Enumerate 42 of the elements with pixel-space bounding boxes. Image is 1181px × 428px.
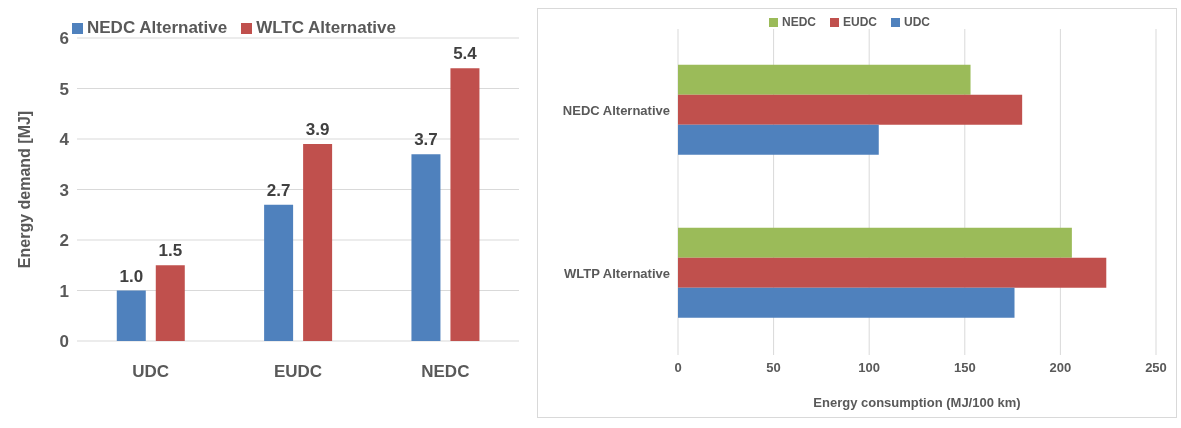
data-label: 1.0 xyxy=(119,266,144,286)
x-tick-label: 100 xyxy=(858,360,881,376)
x-tick-label: 150 xyxy=(953,360,976,376)
y-tick-label: 3 xyxy=(59,180,69,200)
x-tick-label: NEDC xyxy=(421,362,470,382)
x-tick-label: 200 xyxy=(1049,360,1072,376)
data-label: 3.9 xyxy=(305,120,330,140)
y-tick-label: 1 xyxy=(59,281,69,301)
legend-label: EUDC xyxy=(842,15,878,29)
x-tick-label: 50 xyxy=(766,360,781,376)
bar xyxy=(678,124,879,155)
legend-label: NEDC xyxy=(781,15,816,29)
bar xyxy=(678,257,1107,288)
bar xyxy=(678,94,1023,125)
legend-label: UDC xyxy=(903,15,931,29)
x-tick-label: EUDC xyxy=(273,362,323,382)
bar xyxy=(678,287,1015,318)
x-tick-label: 250 xyxy=(1145,360,1167,376)
data-label: 5.4 xyxy=(453,44,478,64)
data-label: 1.5 xyxy=(158,241,183,261)
y-tick-label: 5 xyxy=(59,79,69,99)
y-tick-label: 4 xyxy=(59,130,70,150)
x-tick-label: 0 xyxy=(674,360,682,376)
legend-label: NEDC Alternative xyxy=(86,18,228,38)
y-tick-label: 2 xyxy=(59,231,69,251)
bar xyxy=(411,154,441,341)
y-tick-label: 6 xyxy=(59,29,69,49)
y-tick-label: WLTP Alternative xyxy=(564,266,670,282)
bar xyxy=(678,64,971,95)
bar xyxy=(303,144,333,341)
bar xyxy=(116,290,146,341)
bar xyxy=(678,227,1072,258)
bar xyxy=(450,68,480,341)
x-tick-label: UDC xyxy=(132,362,170,382)
data-label: 3.7 xyxy=(414,130,438,150)
y-tick-label: 0 xyxy=(59,332,69,352)
x-axis-title: Energy consumption (MJ/100 km) xyxy=(813,395,1021,410)
bar xyxy=(155,265,185,341)
data-label: 2.7 xyxy=(266,180,291,200)
y-axis-title: Energy demand [MJ] xyxy=(15,110,33,269)
bar xyxy=(264,204,294,341)
legend-label: WLTC Alternative xyxy=(255,18,396,38)
